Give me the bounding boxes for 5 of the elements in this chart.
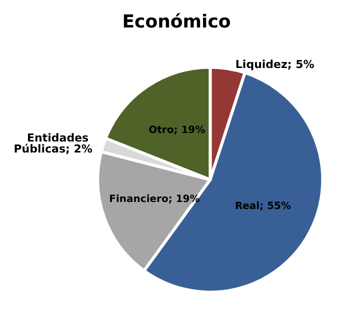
slice-label: Entidades Públicas; 2%	[14, 132, 92, 156]
chart-title: Económico	[122, 12, 231, 32]
slice-label: Otro; 19%	[148, 125, 206, 136]
slice-label: Real; 55%	[234, 201, 292, 212]
slice-label: Liquidez; 5%	[235, 58, 314, 72]
